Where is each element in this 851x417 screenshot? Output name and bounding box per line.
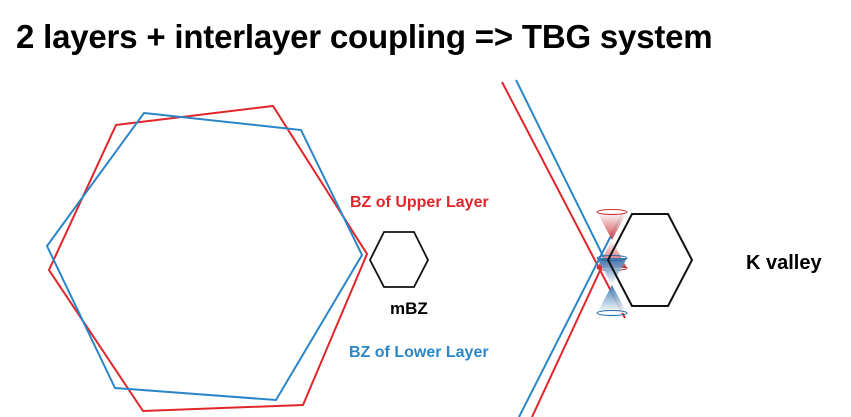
mbz-hexagon [368, 231, 430, 288]
lower-bz-edge-line-lower [518, 211, 624, 417]
page-title: 2 layers + interlayer coupling => TBG sy… [16, 18, 713, 55]
upper-bz-edge-line-lower [531, 261, 605, 417]
upper-layer-bz-hexagon [47, 104, 369, 413]
lower-layer-bz-hexagon [45, 111, 364, 402]
upper-bz-label: BZ of Upper Layer [350, 194, 489, 211]
k-valley-label: K valley [746, 252, 822, 274]
lower-bz-edge-line [515, 79, 607, 263]
upper-bz-edge-line [501, 81, 626, 319]
mbz-label: mBZ [390, 299, 428, 318]
lower-dirac-cone-icon [596, 255, 628, 316]
lower-bz-label: BZ of Lower Layer [349, 344, 489, 361]
mbz-zoom-hexagon [606, 213, 694, 307]
